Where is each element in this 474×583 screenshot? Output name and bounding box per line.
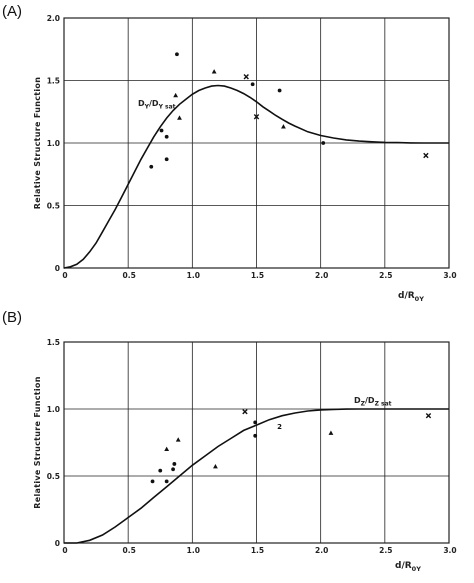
y-tick-label: 1.0 <box>47 405 60 414</box>
data-point-triangle <box>177 115 182 120</box>
data-point-circle <box>164 157 169 162</box>
data-point-cross <box>243 74 249 80</box>
x-tick-label: 0 <box>62 271 67 280</box>
data-point-circle <box>158 468 163 473</box>
x-tick-label: 2.5 <box>379 271 392 280</box>
data-point-cross <box>253 114 260 120</box>
data-point-cross <box>242 408 248 415</box>
data-point-circle <box>277 88 282 93</box>
x-tick-label: 0.5 <box>123 546 136 555</box>
panel-b-x-axis-label-main: d/R <box>395 561 412 571</box>
x-tick-label: 0.5 <box>123 271 136 280</box>
data-point-triangle <box>175 437 181 442</box>
x-tick-label: 2.5 <box>379 546 392 555</box>
data-point-triangle <box>173 92 179 98</box>
data-point-circle <box>175 52 179 57</box>
panel-a-theory-curve <box>63 84 449 269</box>
x-tick-label: 2.0 <box>315 546 328 555</box>
x-tick-label: 0 <box>62 546 67 555</box>
panel-a-chart: (A) 0 0.5 1.0 1.5 2.0 2.5 3.0 0 0.5 1.0 1.5 2.0 Re… <box>2 3 457 303</box>
data-point-circle <box>321 141 326 145</box>
data-point-circle <box>149 164 154 169</box>
data-point-circle <box>164 479 169 484</box>
x-tick-label: 1.5 <box>251 546 264 555</box>
data-point-cross <box>423 152 429 159</box>
panel-a-label: (A) <box>2 3 22 20</box>
y-tick-label: 1.0 <box>47 139 60 148</box>
panel-b-x-axis-label: d/R0Y <box>395 561 421 573</box>
panel-b-theory-curve <box>64 408 449 544</box>
y-tick-label: 0.5 <box>47 472 60 481</box>
y-tick-label: 1.5 <box>47 338 60 347</box>
data-point-circle <box>164 134 169 139</box>
panel-a-x-axis-label-main: d/R <box>398 291 415 301</box>
data-point-triangle <box>213 464 218 469</box>
panel-a-curve-label-rest: /D <box>149 99 159 108</box>
panel-b-curve-label: DZ/DZ sat <box>354 396 392 408</box>
panel-a-curve-label-sub: Y <box>144 104 150 111</box>
x-tick-label: 3.0 <box>443 271 456 280</box>
panel-a-x-axis-label-subscript: 0Y <box>415 295 425 303</box>
panel-b-x-tick-labels: 0 0.5 1.0 1.5 2.0 2.5 3.0 <box>62 546 456 555</box>
data-point-circle <box>159 128 164 133</box>
panel-a-data-points <box>149 52 429 169</box>
data-point-circle <box>150 479 155 484</box>
data-point-circle <box>250 82 255 87</box>
data-point-cross <box>425 413 432 419</box>
data-point-circle <box>253 433 258 438</box>
panel-b-curve-label-sub2: Z sat <box>375 401 392 408</box>
panel-b-curve-label-sub: Z <box>361 401 366 408</box>
panel-b-y-axis-label: Relative Structure Function <box>33 376 42 508</box>
panel-b-grid <box>64 342 449 543</box>
panel-a-x-axis-label: d/R0Y <box>398 291 424 303</box>
y-tick-label: 1.5 <box>47 77 60 86</box>
y-tick-label: 0.5 <box>47 202 60 211</box>
panel-a-curve-label-sub2: Y sat <box>158 104 176 111</box>
data-point-triangle <box>164 446 170 451</box>
x-tick-label: 3.0 <box>443 546 456 555</box>
panel-b-label: (B) <box>2 309 22 326</box>
data-point-circle <box>253 420 258 425</box>
panel-a-curve-label: DY/DY sat <box>138 99 176 111</box>
x-tick-label: 1.0 <box>187 271 200 280</box>
x-tick-label: 1.5 <box>251 271 264 280</box>
data-point-triangle <box>281 124 286 129</box>
y-tick-label: 2.0 <box>47 14 60 23</box>
panel-b-plot-frame <box>63 341 450 544</box>
panel-a-x-tick-labels: 0 0.5 1.0 1.5 2.0 2.5 3.0 <box>62 271 456 280</box>
data-point-label: 2 <box>277 423 282 431</box>
data-point-triangle <box>328 430 334 435</box>
data-point-triangle <box>211 69 217 74</box>
panel-b-curve-label-d: D <box>354 396 361 405</box>
panel-a-curve-label-d: D <box>138 99 145 108</box>
panel-a-y-axis-label: Relative Structure Function <box>33 77 42 209</box>
panel-b-x-axis-label-subscript: 0Y <box>412 565 422 573</box>
data-point-circle <box>172 462 177 466</box>
y-tick-label: 0 <box>55 264 60 273</box>
y-tick-label: 0 <box>55 539 60 548</box>
panel-b-data-points: 2 <box>150 408 432 484</box>
panel-b-curve-label-rest: /D <box>365 396 375 405</box>
panel-a-y-tick-labels: 0 0.5 1.0 1.5 2.0 <box>47 14 60 273</box>
x-tick-label: 2.0 <box>315 271 328 280</box>
panel-b-chart: (B) 0 0.5 1.0 1.5 2.0 2.5 3.0 0 0.5 1.0 1.5 Relat… <box>2 309 457 573</box>
data-point-circle <box>171 467 175 472</box>
panel-b-y-tick-labels: 0 0.5 1.0 1.5 <box>47 338 60 548</box>
x-tick-label: 1.0 <box>187 546 200 555</box>
